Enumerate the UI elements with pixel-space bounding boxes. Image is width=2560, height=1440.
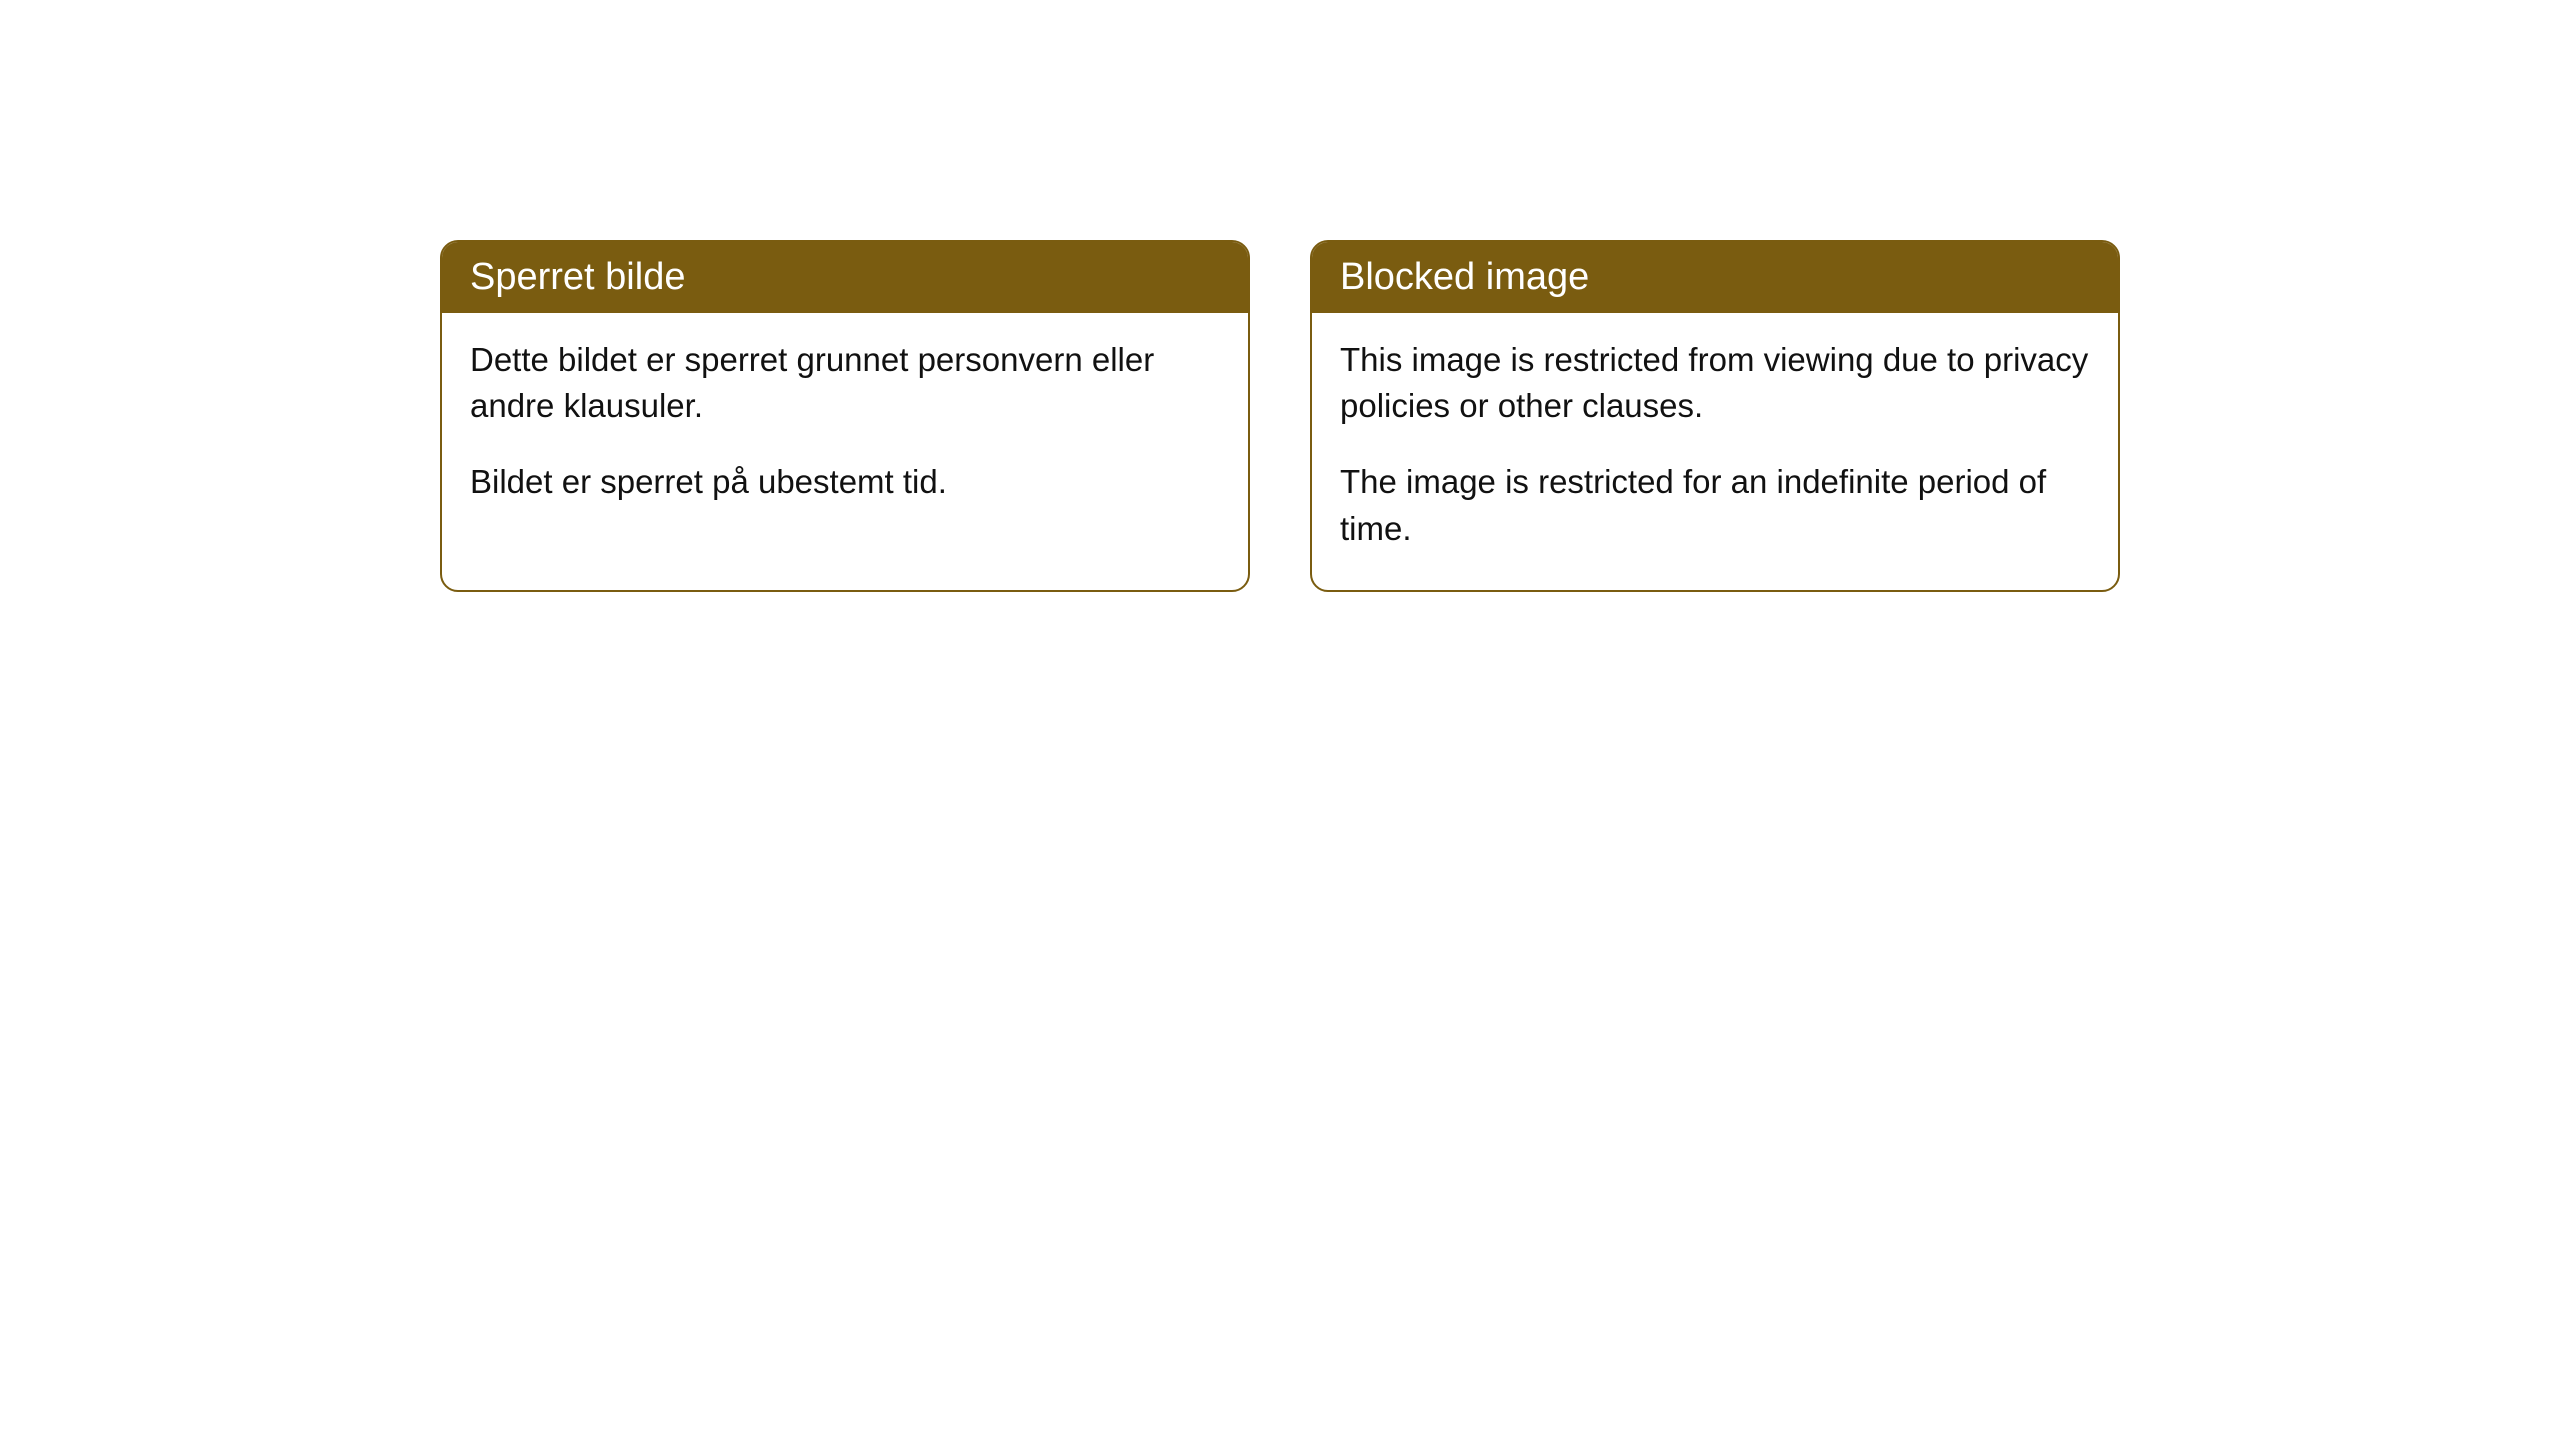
card-title: Blocked image: [1340, 256, 1589, 298]
card-paragraph-1: Dette bildet er sperret grunnet personve…: [470, 337, 1220, 429]
card-paragraph-2: The image is restricted for an indefinit…: [1340, 459, 2090, 551]
card-title: Sperret bilde: [470, 256, 685, 298]
notice-container: Sperret bilde Dette bildet er sperret gr…: [440, 240, 2120, 592]
card-paragraph-1: This image is restricted from viewing du…: [1340, 337, 2090, 429]
card-header: Blocked image: [1312, 242, 2118, 313]
card-body: Dette bildet er sperret grunnet personve…: [442, 313, 1248, 544]
card-body: This image is restricted from viewing du…: [1312, 313, 2118, 590]
notice-card-english: Blocked image This image is restricted f…: [1310, 240, 2120, 592]
card-header: Sperret bilde: [442, 242, 1248, 313]
card-paragraph-2: Bildet er sperret på ubestemt tid.: [470, 459, 1220, 505]
notice-card-norwegian: Sperret bilde Dette bildet er sperret gr…: [440, 240, 1250, 592]
